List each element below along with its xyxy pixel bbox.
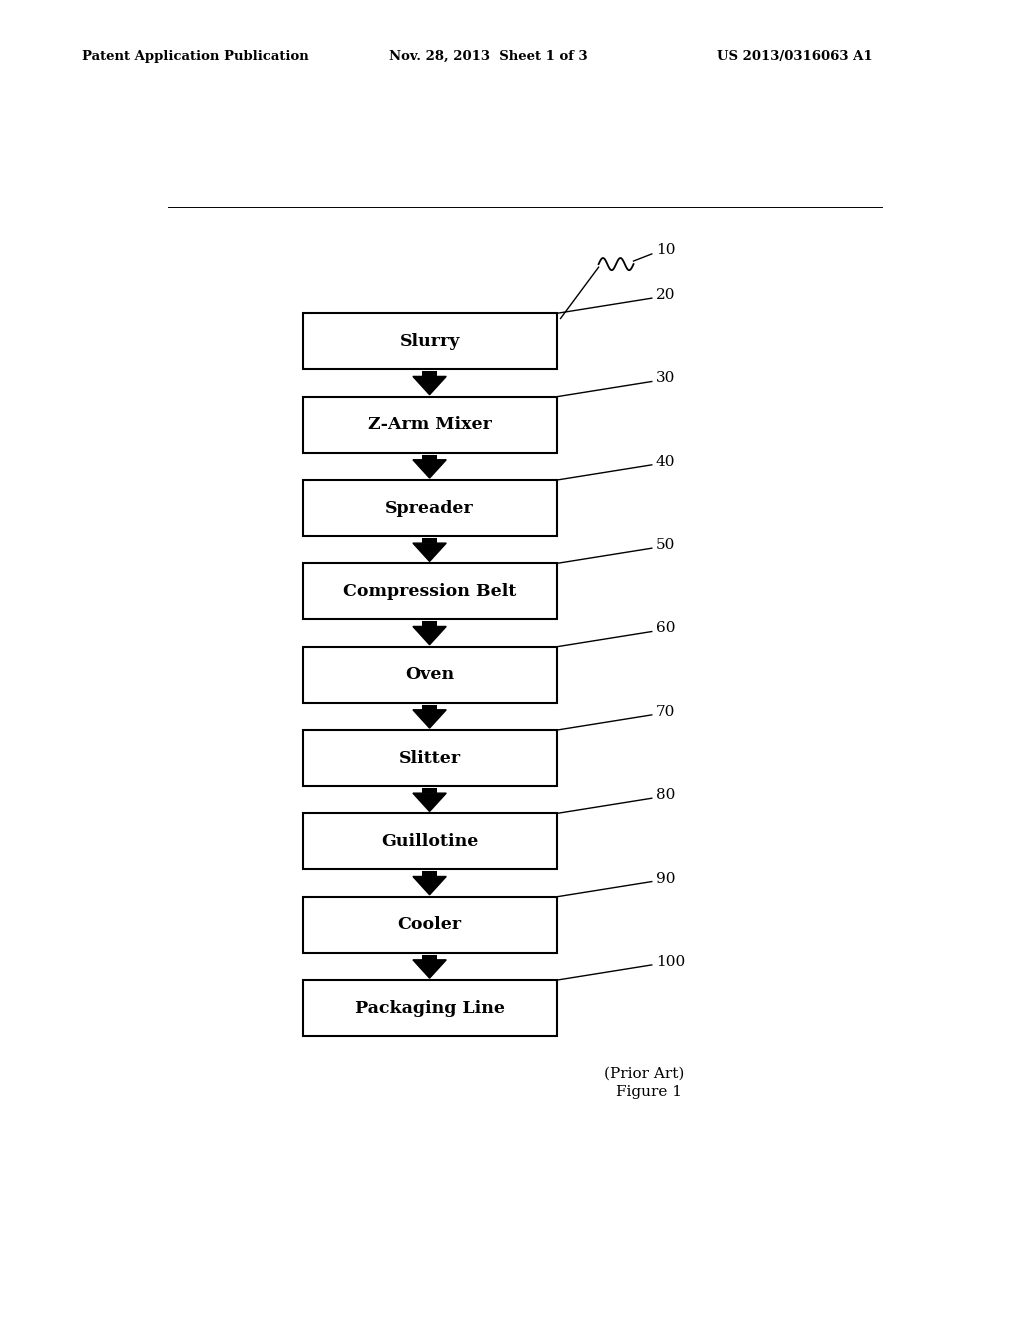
Text: 100: 100 [655,954,685,969]
Polygon shape [413,376,446,395]
Bar [303,564,557,619]
Bar [303,647,557,702]
Text: Cooler: Cooler [397,916,462,933]
Polygon shape [413,960,446,978]
Bar [303,397,557,453]
Text: (Prior Art): (Prior Art) [604,1067,684,1081]
Text: 70: 70 [655,705,675,719]
Bar [423,871,436,876]
Text: Compression Belt: Compression Belt [343,583,516,599]
Text: Patent Application Publication: Patent Application Publication [82,50,308,63]
Text: Slurry: Slurry [399,333,460,350]
Bar [423,954,436,960]
Polygon shape [413,876,446,895]
Text: Spreader: Spreader [385,499,474,516]
Text: 40: 40 [655,455,675,469]
Text: Packaging Line: Packaging Line [354,999,505,1016]
Text: Guillotine: Guillotine [381,833,478,850]
Bar [423,371,436,376]
Bar [303,896,557,953]
Bar [423,539,436,543]
Text: Slitter: Slitter [398,750,461,767]
Bar [423,788,436,793]
Polygon shape [413,793,446,812]
Text: 90: 90 [655,871,675,886]
Text: US 2013/0316063 A1: US 2013/0316063 A1 [717,50,872,63]
Bar [303,813,557,870]
Bar [303,981,557,1036]
Text: Z-Arm Mixer: Z-Arm Mixer [368,416,492,433]
Bar [423,622,436,627]
Text: 30: 30 [655,371,675,385]
Polygon shape [413,627,446,644]
Text: Figure 1: Figure 1 [616,1085,682,1100]
Bar [423,454,436,459]
Polygon shape [413,543,446,561]
Text: 50: 50 [655,539,675,552]
Polygon shape [413,710,446,729]
Bar [423,705,436,710]
Text: Nov. 28, 2013  Sheet 1 of 3: Nov. 28, 2013 Sheet 1 of 3 [389,50,588,63]
Bar [303,480,557,536]
Text: 10: 10 [655,243,675,257]
Text: 80: 80 [655,788,675,803]
Text: 20: 20 [655,288,675,302]
Text: Oven: Oven [406,667,454,684]
Bar [303,313,557,370]
Polygon shape [413,459,446,478]
Bar [303,730,557,785]
Text: 60: 60 [655,622,675,635]
